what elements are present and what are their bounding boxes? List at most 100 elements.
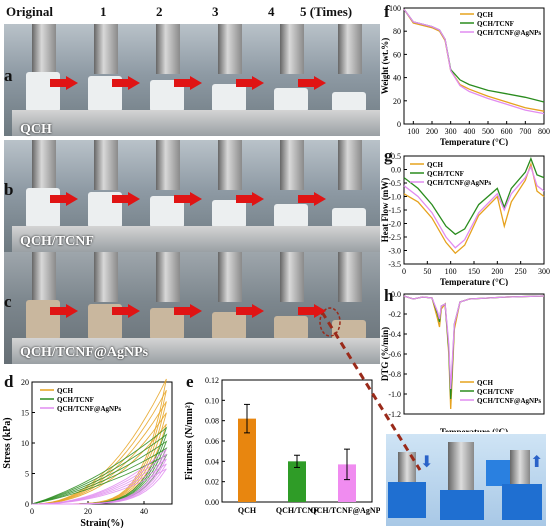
y-tick-label: 0.08: [205, 417, 219, 426]
stage-base: [74, 338, 136, 364]
y-tick-label: 0.0: [391, 166, 401, 175]
y-tick-label: 0.06: [205, 437, 219, 446]
piston: [156, 252, 180, 302]
y-tick-label: 40: [393, 74, 401, 83]
y-tick-label: -0.2: [388, 310, 401, 319]
red-arrow-icon: [314, 304, 326, 318]
legend-label: QCH/TCNF@AgNPs: [477, 29, 541, 37]
piston: [32, 140, 56, 190]
y-tick-label: -2.5: [388, 233, 401, 242]
foam-sample: [332, 208, 366, 228]
photo-frame: [260, 252, 322, 364]
red-arrow-body: [174, 195, 190, 203]
red-arrow-body: [174, 307, 190, 315]
photo-frame: [74, 252, 136, 364]
red-arrow-body: [50, 79, 66, 87]
photo-frame: [198, 252, 260, 364]
photo-frame: [136, 252, 198, 364]
row-label-qch-tcnf: QCH/TCNF: [20, 234, 94, 249]
photo-frame: [260, 140, 322, 252]
header-3: 3: [212, 4, 219, 19]
y-tick-label: -1.5: [388, 206, 401, 215]
piston-2-icon: [448, 442, 474, 492]
red-arrow-icon: [66, 192, 78, 206]
y-tick-label: -1.2: [388, 410, 401, 419]
x-axis-label: Temperature (°C): [440, 137, 508, 146]
foam-sample: [212, 312, 246, 340]
y-axis-label: Firmness (N/mm²): [184, 402, 195, 480]
foam-sample: [332, 320, 366, 340]
y-tick-label: -3.0: [388, 247, 401, 256]
y-tick-label: 20: [393, 97, 401, 106]
stage-base: [136, 110, 198, 136]
panel-label-f: f: [384, 2, 390, 21]
series-line-qch-tcnf: [403, 156, 545, 236]
series-line-qch-tcnf: [403, 295, 545, 400]
y-tick-label: 0.5: [391, 152, 401, 161]
red-arrow-icon: [128, 76, 140, 90]
category-label: QCH/TCNF@AgNPs: [310, 506, 380, 515]
series-line-qch: [403, 295, 545, 410]
y-tick-label: 100: [389, 4, 401, 13]
piston: [218, 24, 242, 74]
stage-base: [136, 226, 198, 252]
schematic-panel-i: ⬇ ⬆: [386, 434, 546, 526]
foam-sample: [332, 92, 366, 112]
y-axis-label: Stress (kPa): [2, 417, 13, 468]
x-tick-label: 150: [468, 267, 480, 276]
x-tick-label: 20: [84, 507, 92, 516]
stage-base: [74, 226, 136, 252]
panel-label-b: b: [4, 180, 14, 199]
x-tick-label: 100: [407, 127, 419, 136]
photo-frame: [12, 140, 74, 252]
piston: [32, 24, 56, 74]
photo-frame: [198, 24, 260, 136]
stage-base: [318, 338, 380, 364]
legend-label: QCH/TCNF: [477, 20, 514, 28]
legend-label: QCH/TCNF@AgNPs: [427, 179, 491, 187]
red-arrow-body: [112, 307, 128, 315]
y-tick-label: 0: [397, 120, 401, 129]
series-line-qch-tcnf-agnps: [403, 165, 545, 249]
stage-base: [260, 226, 322, 252]
red-arrow-icon: [128, 192, 140, 206]
y-tick-label: 0.04: [205, 457, 219, 466]
foam-sample: [274, 316, 308, 340]
foam-sample: [212, 84, 246, 112]
legend-label: QCH/TCNF@AgNPs: [57, 405, 121, 413]
bar-qch-tcnf: [288, 461, 306, 502]
stage-base: [12, 338, 74, 364]
stage-base: [260, 338, 322, 364]
piston: [156, 24, 180, 74]
red-arrow-body: [236, 307, 252, 315]
y-tick-label: 0: [25, 500, 29, 509]
piston-3-icon: [510, 450, 530, 484]
foam-block-2: [440, 490, 484, 520]
legend-label: QCH/TCNF: [427, 170, 464, 178]
photo-frame: [260, 24, 322, 136]
red-arrow-icon: [252, 76, 264, 90]
photo-frame: [318, 24, 380, 136]
legend-label: QCH: [427, 161, 444, 169]
red-arrow-icon: [190, 304, 202, 318]
y-tick-label: 60: [393, 50, 401, 59]
piston: [338, 252, 362, 302]
x-tick-label: 300: [538, 267, 550, 276]
y-tick-label: -0.6: [388, 350, 401, 359]
piston: [338, 140, 362, 190]
foam-sample: [26, 188, 60, 228]
piston: [280, 24, 304, 74]
photo-frame: [74, 24, 136, 136]
stage-base: [12, 226, 74, 252]
photo-frame: [12, 252, 74, 364]
chart-h-dtg: -1.2 -1.0 -0.8 -0.6 -0.4 -0.2 0.0 Temperature (…: [380, 290, 545, 432]
header-4: 4: [268, 4, 275, 19]
piston: [156, 140, 180, 190]
panel-label-h: h: [384, 286, 394, 305]
y-tick-label: 20: [21, 378, 29, 387]
stage-base: [74, 110, 136, 136]
piston: [218, 140, 242, 190]
header-1: 1: [100, 4, 107, 19]
plot-frame: [403, 7, 545, 125]
